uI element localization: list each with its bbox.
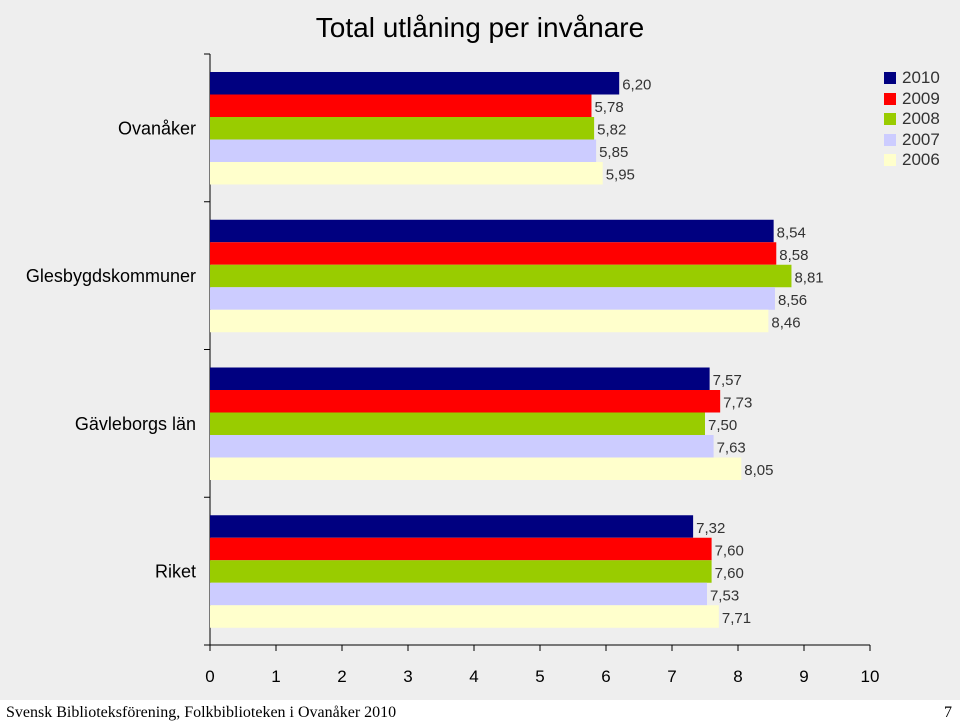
- category-label: Ovanåker: [118, 118, 196, 138]
- data-label: 5,82: [597, 122, 626, 139]
- chart-area: Total utlåning per invånare 0 1 2 3 4 5 6 7 8 9 10…: [0, 0, 960, 700]
- data-label: 8,81: [794, 269, 823, 286]
- legend-swatch: [884, 92, 896, 105]
- data-label: 7,73: [723, 395, 752, 412]
- data-label: 7,71: [722, 610, 751, 627]
- x-tick-label: 7: [667, 667, 676, 686]
- data-label: 6,20: [622, 77, 651, 94]
- bar-2006: [210, 605, 719, 628]
- data-label: 8,54: [777, 224, 806, 241]
- bar-2008: [210, 264, 792, 288]
- legend-item: 2006: [884, 150, 940, 171]
- bar-2008: [210, 117, 595, 140]
- page-number: 7: [944, 704, 952, 721]
- x-tick-label: 3: [403, 667, 412, 686]
- bar-2006: [210, 162, 603, 185]
- legend-item: 2007: [884, 130, 940, 151]
- bar-2006: [210, 457, 742, 480]
- bar-2010: [210, 515, 694, 538]
- bar-2009: [210, 94, 592, 117]
- bar-2007: [210, 139, 597, 162]
- x-tick-label: 2: [337, 667, 346, 686]
- legend-swatch: [884, 72, 896, 85]
- legend-label: 2010: [902, 68, 940, 87]
- bar-2008: [210, 560, 712, 583]
- data-label: 7,53: [710, 587, 739, 604]
- bar-2007: [210, 287, 775, 310]
- data-label: 8,58: [779, 247, 808, 264]
- legend: 2010 2009 2008 2007 2006: [884, 68, 940, 171]
- data-label: 7,63: [717, 440, 746, 457]
- x-tick-label: 9: [799, 667, 808, 686]
- footer: Svensk Biblioteksförening, Folkbibliotek…: [0, 700, 960, 725]
- data-label: 8,46: [771, 314, 800, 331]
- legend-item: 2008: [884, 109, 940, 130]
- legend-label: 2007: [902, 129, 940, 149]
- category-label: Glesbygdskommuner: [26, 266, 196, 286]
- data-label: 8,05: [744, 462, 773, 479]
- data-label: 7,32: [696, 520, 725, 537]
- data-label: 7,60: [715, 565, 744, 582]
- data-label: 5,95: [606, 167, 635, 184]
- data-label: 5,78: [594, 99, 623, 116]
- data-label: 7,50: [708, 417, 737, 434]
- bar-2009: [210, 390, 721, 413]
- bar-2010: [210, 219, 774, 243]
- category-label: Riket: [155, 562, 196, 582]
- x-tick-label: 1: [271, 667, 280, 686]
- legend-item: 2009: [884, 89, 940, 110]
- legend-swatch: [884, 154, 896, 167]
- bar-2007: [210, 435, 714, 458]
- data-label: 8,56: [778, 292, 807, 309]
- legend-label: 2009: [902, 88, 940, 108]
- bar-2006: [210, 309, 769, 333]
- x-tick-label: 8: [733, 667, 742, 686]
- bar-2010: [210, 367, 710, 390]
- bar-2010: [210, 72, 620, 95]
- chart-title: Total utlåning per invånare: [315, 12, 645, 43]
- bar-2008: [210, 412, 705, 435]
- bar-2009: [210, 242, 777, 265]
- legend-item: 2010: [884, 68, 940, 89]
- legend-label: 2006: [902, 150, 940, 169]
- plot-area: 0 1 2 3 4 5 6 7 8 9 10 Ovanåker 6,20 5,78 5,82 5,85 5,95…: [26, 53, 880, 686]
- x-tick-label: 4: [469, 667, 478, 686]
- data-label: 7,60: [715, 542, 744, 559]
- x-tick-label: 6: [601, 667, 610, 686]
- bar-2009: [210, 537, 712, 561]
- x-tick-label: 10: [861, 667, 880, 686]
- bar-2007: [210, 582, 707, 606]
- x-tick-label: 5: [535, 667, 544, 686]
- data-label: 7,57: [713, 372, 742, 389]
- x-tick-label: 0: [205, 667, 214, 686]
- legend-label: 2008: [902, 109, 940, 128]
- data-label: 5,85: [599, 144, 628, 161]
- legend-swatch: [884, 133, 896, 146]
- legend-swatch: [884, 113, 896, 126]
- footer-text: Svensk Biblioteksförening, Folkbibliotek…: [6, 704, 397, 721]
- category-label: Gävleborgs län: [75, 414, 196, 434]
